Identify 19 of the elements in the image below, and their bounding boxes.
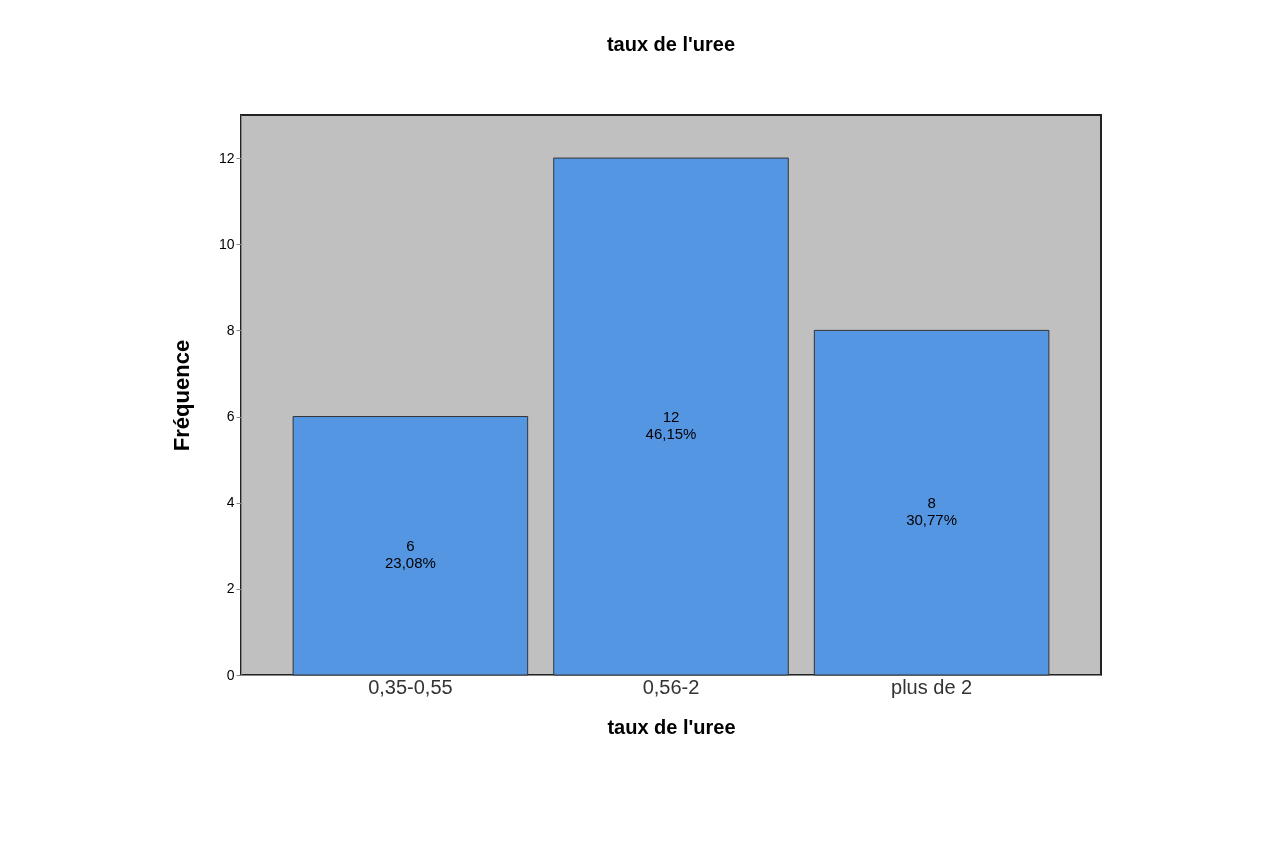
x-axis-title: taux de l'uree <box>607 715 736 738</box>
y-tick-label: 0 <box>226 666 235 683</box>
bar <box>813 329 1050 676</box>
y-tick-label: 4 <box>226 494 235 511</box>
y-axis-title: Fréquence <box>168 339 194 452</box>
y-tick-label: 6 <box>226 408 235 425</box>
chart-title: taux de l'uree <box>606 33 736 55</box>
data-label: 12 46,15% <box>645 407 697 442</box>
bar <box>553 157 789 676</box>
y-tick-label: 2 <box>226 580 235 597</box>
x-tick-label: 0,56-2 <box>642 675 700 698</box>
y-tick-label: 8 <box>226 321 235 338</box>
x-tick-label: 0,35-0,55 <box>368 675 453 698</box>
y-tick-label: 12 <box>218 149 235 166</box>
data-label: 8 30,77% <box>906 493 958 528</box>
data-label: 6 23,08% <box>384 536 436 571</box>
x-tick-label: plus de 2 <box>891 675 973 698</box>
y-tick-label: 10 <box>218 235 235 252</box>
bar <box>292 416 529 676</box>
